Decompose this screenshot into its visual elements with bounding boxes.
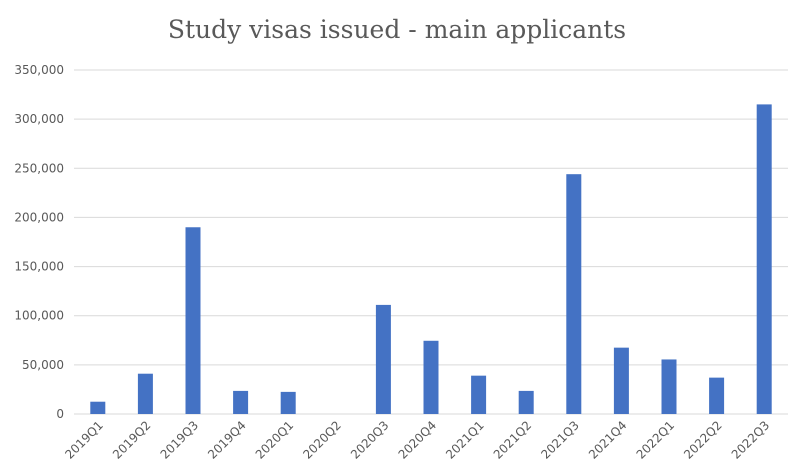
y-tick-label: 150,000	[14, 260, 64, 274]
bar-2021Q3	[566, 174, 582, 414]
x-tick-label: 2022Q2	[681, 418, 725, 462]
y-tick-label: 350,000	[14, 63, 64, 77]
bar-2022Q1	[661, 359, 677, 414]
x-tick-label: 2019Q4	[205, 418, 249, 462]
x-tick-label: 2021Q1	[443, 418, 487, 462]
bar-2021Q4	[613, 347, 629, 414]
bar-2021Q1	[471, 375, 487, 414]
x-tick-label: 2022Q3	[729, 418, 773, 462]
bar-2019Q4	[233, 390, 249, 414]
x-tick-label: 2019Q2	[110, 418, 154, 462]
bar-2020Q4	[423, 340, 439, 414]
bar-2021Q2	[518, 390, 534, 414]
y-axis-tick-labels: 0 50,000 100,000 150,000 200,000 250,000 300,0…	[14, 63, 64, 421]
bars	[90, 104, 772, 415]
x-tick-label: 2020Q4	[396, 418, 440, 462]
y-tick-label: 250,000	[14, 161, 64, 175]
x-tick-label: 2021Q3	[538, 418, 582, 462]
x-tick-label: 2020Q1	[253, 418, 297, 462]
y-tick-label: 300,000	[14, 112, 64, 126]
x-tick-label: 2020Q2	[300, 418, 344, 462]
x-tick-label: 2019Q1	[62, 418, 106, 462]
y-tick-label: 50,000	[22, 358, 64, 372]
bar-2020Q1	[280, 391, 296, 414]
bar-2019Q1	[90, 401, 106, 414]
y-tick-label: 100,000	[14, 309, 64, 323]
bar-2019Q2	[137, 373, 153, 414]
y-tick-label: 0	[56, 407, 64, 421]
x-tick-label: 2020Q3	[348, 418, 392, 462]
bar-2019Q3	[185, 227, 201, 414]
x-axis-tick-labels: 2019Q1 2019Q2 2019Q3 2019Q4 2020Q1 2020Q2 2020…	[62, 418, 772, 462]
bar-2022Q3	[756, 104, 772, 415]
x-tick-label: 2022Q1	[634, 418, 678, 462]
y-tick-label: 200,000	[14, 210, 64, 224]
chart-title: Study visas issued - main applicants	[168, 15, 626, 44]
bar-2020Q3	[375, 304, 391, 414]
x-tick-label: 2021Q4	[586, 418, 630, 462]
x-tick-label: 2021Q2	[491, 418, 535, 462]
x-tick-label: 2019Q3	[158, 418, 202, 462]
bar-2022Q2	[709, 377, 725, 414]
